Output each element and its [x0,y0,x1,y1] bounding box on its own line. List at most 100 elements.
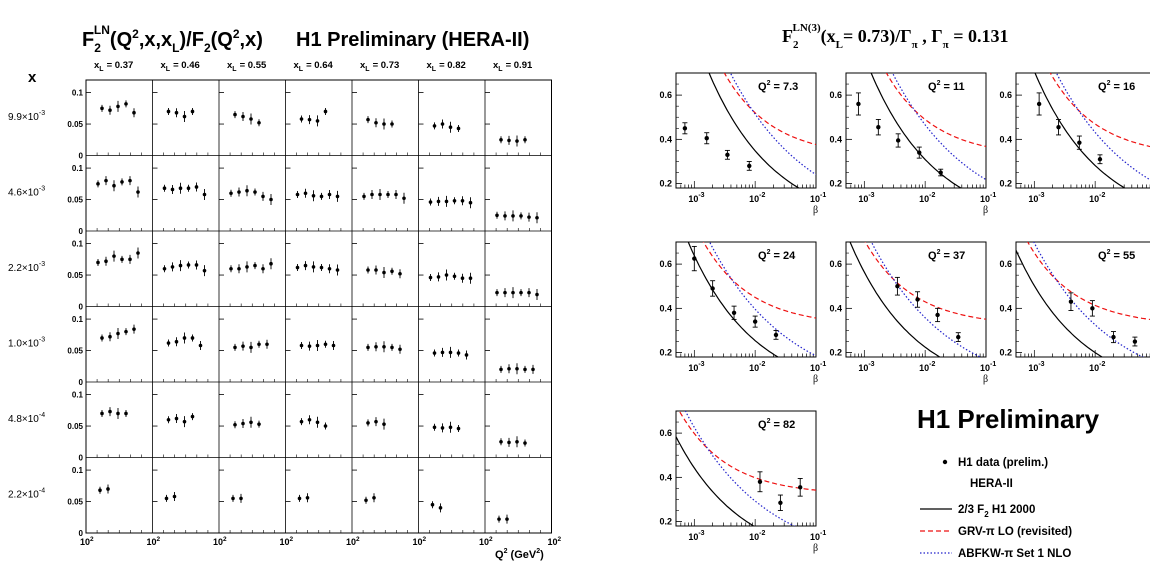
q2-tick-exp: 2 [223,536,227,543]
data-point [438,506,443,510]
data-point [323,109,328,114]
data-point [315,420,320,425]
grv-curve [723,73,816,146]
data-point [364,498,368,503]
data-point [164,496,169,501]
xl-column-label: xL = 0.82 [427,60,466,73]
q2-value: = 24 [770,250,796,262]
data-point [96,182,100,186]
data-point [456,126,461,131]
y-tick-label: 0.4 [659,134,672,144]
q2-value: = 37 [940,250,965,262]
data-point [112,183,116,188]
data-point [331,343,336,348]
data-point [497,517,501,521]
data-point [108,334,112,339]
q2-tick-base: 10 [479,537,489,547]
q2-axis-label-part: 2 [536,548,540,555]
data-point [394,192,398,197]
x-row-exp: -3 [39,110,45,117]
right-title-part: LN(3) [793,22,821,34]
data-point [468,276,473,280]
y-tick-label: 0 [79,454,84,463]
data-point [162,186,167,191]
beta-tick-exp: -1 [990,361,996,368]
data-point [956,334,961,340]
data-point [315,119,320,123]
data-point [182,114,187,119]
data-point [757,479,763,484]
q2-tick-base: 10 [280,537,290,547]
data-point [390,345,394,350]
data-point [460,199,465,203]
q2-value: = 7.3 [770,81,798,93]
beta-tick-base: 10 [919,363,929,373]
y-tick-label: 0 [79,303,84,312]
x-row-label: 4.6×10-3 [8,186,45,199]
q2-panel-label: Q2 = 16 [1098,80,1135,93]
beta-axis-label: β [813,374,818,385]
data-point [452,199,457,203]
q2-axis-label-part: ) [540,549,544,561]
data-point [327,266,332,271]
data-point [174,110,179,115]
data-point [178,263,183,268]
y-tick-label: 0.1 [72,240,84,249]
data-point [752,319,758,324]
data-point [428,275,433,280]
data-point [374,419,378,424]
data-point [323,424,328,428]
q2-tick-exp: 2 [356,536,360,543]
left-panel-grid: xL = 0.37 xL = 0.46 xL = 0.55 xL = 0.64 xL = 0.73… [8,60,562,547]
beta-tick-exp: -3 [698,192,704,199]
x-row-label: 2.2×10-3 [8,261,45,274]
data-point [503,214,507,218]
data-point [390,122,394,126]
xl-prefix: x [427,60,433,71]
data-point [112,254,116,258]
data-point [460,276,465,280]
xl-prefix: x [493,60,499,71]
data-point [311,193,316,198]
q2-tick-label: 102 [280,536,294,547]
xl-column-label: xL = 0.55 [227,60,267,73]
data-point [531,367,535,372]
y-tick-label: 0.05 [67,196,83,205]
data-point [432,124,437,128]
y-tick-label: 0.2 [999,179,1012,189]
right-title-part: L [836,39,843,51]
beta-tick-base: 10 [810,194,820,204]
beta-tick-label: 10-2 [749,192,765,204]
data-point [120,180,124,184]
beta-tick-exp: -2 [1099,192,1105,199]
y-tick-label: 0.6 [829,259,842,269]
q2-tick-label: 102 [548,536,562,547]
beta-tick-label: 10-1 [810,361,826,373]
right-title: F2LN(3)(xL= 0.73)/Γπ , Γπ = 0.131 [782,22,1008,51]
y-tick-label: 0.6 [999,90,1012,100]
data-point [170,187,175,192]
h1-curve [708,73,801,188]
beta-tick-base: 10 [1028,363,1038,373]
xl-sub: L [432,66,437,73]
xl-sub: L [299,66,304,73]
data-point [456,351,461,355]
x-row-exp: -3 [39,337,45,344]
xl-prefix: x [294,60,300,71]
data-point [104,259,108,264]
data-point [182,419,187,424]
legend-h1-part: 2 [984,510,989,519]
data-point [303,191,308,196]
data-point [428,200,433,204]
xl-prefix: x [227,60,233,71]
data-point [731,310,737,315]
data-point [299,419,304,424]
data-point [895,284,900,289]
y-tick-label: 0.2 [659,179,672,189]
data-point [370,192,374,197]
data-point [241,114,245,119]
data-point [519,214,523,218]
data-point [378,192,382,197]
beta-tick-label: 10-3 [858,192,874,204]
y-tick-label: 0.6 [659,428,672,438]
